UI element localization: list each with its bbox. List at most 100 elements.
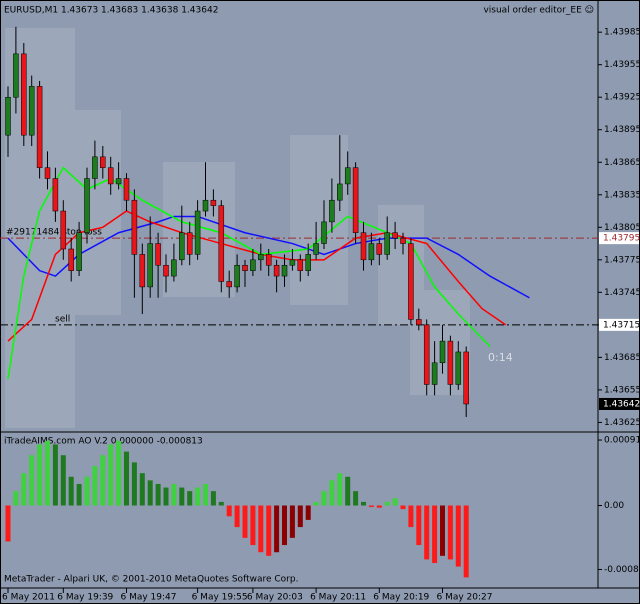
y-tick-label: 1.43805: [604, 223, 640, 233]
ao-bar: [384, 501, 390, 506]
ao-bar: [171, 483, 177, 506]
candle-body: [455, 351, 462, 385]
ao-bar: [242, 505, 248, 538]
candle-body: [423, 324, 430, 385]
ao-bar: [210, 491, 216, 506]
ao-bar: [408, 505, 414, 528]
candle-body: [131, 199, 138, 255]
candle-body: [210, 199, 217, 206]
ao-bar: [147, 480, 153, 506]
ao-bar: [155, 483, 161, 506]
ao-bar: [29, 455, 35, 506]
ao-bar: [447, 505, 453, 560]
candle-body: [439, 340, 446, 364]
ao-bar: [361, 501, 366, 506]
candle-body: [258, 254, 264, 261]
ao-bar: [266, 505, 272, 556]
ao-bar: [321, 491, 327, 506]
ao-bar: [329, 480, 335, 506]
candle-body: [360, 232, 367, 261]
candle-body: [416, 319, 422, 326]
candle-body: [92, 156, 98, 179]
candle-body: [273, 264, 280, 277]
candle-body: [463, 351, 469, 405]
ao-bar: [416, 505, 422, 546]
candle-body: [139, 254, 146, 288]
ao-bar: [108, 444, 114, 506]
ao-bar: [313, 501, 319, 506]
ao-bar: [376, 505, 382, 508]
candle-body: [28, 86, 35, 136]
ao-bar: [68, 476, 74, 506]
candle-body: [100, 156, 106, 168]
ao-bar: [274, 505, 280, 553]
order-price-box: [599, 232, 639, 245]
candle-body: [234, 264, 240, 288]
x-tick-label: 6 May 20:11: [310, 593, 366, 603]
ao-bar: [92, 465, 98, 506]
ao-bar: [250, 505, 256, 546]
order-price-label: 1.43795: [603, 234, 640, 244]
ao-bar: [203, 483, 208, 506]
ao-bar: [432, 505, 438, 564]
bid-price-box: [599, 397, 639, 410]
y-tick-label: 1.43625: [604, 418, 640, 428]
expert-name: visual order editor_EE ☺: [483, 5, 594, 16]
candle-body: [107, 167, 114, 185]
x-tick-label: 6 May 20:19: [373, 593, 429, 603]
footer: MetaTrader - Alpari UK, © 2001-2010 Meta…: [4, 575, 298, 585]
ao-bar: [424, 505, 430, 560]
candle-body: [384, 232, 390, 255]
candle-body: [344, 167, 351, 185]
y-tick-label: 1.43865: [604, 158, 640, 168]
candle-body: [289, 259, 296, 266]
candle-body: [281, 264, 288, 277]
ao-bar: [37, 444, 43, 506]
bar-timer: 0:14: [488, 351, 513, 364]
y-tick-label: 1.43985: [604, 28, 640, 38]
ao-bar: [131, 462, 137, 506]
ao-bar: [163, 487, 169, 506]
ao-bar: [258, 505, 264, 553]
candle-body: [447, 340, 454, 385]
ao-bar: [305, 505, 311, 520]
ao-bar: [84, 476, 90, 506]
order-level-label: sell: [55, 314, 70, 324]
ao-bar: [392, 498, 398, 506]
candle-body: [242, 264, 248, 271]
candle-body: [431, 362, 438, 385]
y-tick-label: 1.43955: [604, 60, 640, 70]
candle-body: [179, 232, 185, 261]
candle-body: [76, 232, 82, 271]
candle-body: [265, 254, 272, 266]
ao-bar: [345, 476, 351, 506]
ao-bar: [60, 455, 66, 506]
candle-body: [123, 178, 130, 201]
y-tick-label: -0.00089: [604, 565, 640, 575]
candle-body: [52, 178, 59, 212]
candle-body: [226, 281, 232, 288]
ao-bar: [289, 505, 295, 538]
candle-body: [21, 53, 27, 136]
ao-bar: [218, 501, 224, 506]
candle-body: [155, 243, 161, 266]
y-tick-label: 1.43835: [604, 190, 640, 200]
candle-body: [297, 259, 304, 271]
ao-bar: [45, 440, 50, 506]
candle-body: [329, 199, 335, 223]
candle-body: [186, 232, 193, 255]
y-tick-label: 1.43745: [604, 288, 640, 298]
x-tick-label: 6 May 19:39: [57, 593, 113, 603]
candle-body: [202, 199, 209, 212]
candle-body: [147, 243, 153, 288]
indicator-title: iTradeAIMS.com AO V.2 0.000000 -0.000813: [4, 437, 203, 447]
candle-body: [171, 259, 177, 277]
candle-body: [5, 96, 11, 136]
bid-price-label: 1.43642: [603, 399, 640, 409]
candle-body: [376, 243, 383, 255]
ao-bar: [13, 491, 19, 506]
ao-bar: [76, 483, 82, 506]
order-level-label: #29171484 stop loss: [6, 228, 102, 238]
ao-bar: [400, 505, 406, 510]
order-price-label: 1.43715: [603, 320, 640, 330]
